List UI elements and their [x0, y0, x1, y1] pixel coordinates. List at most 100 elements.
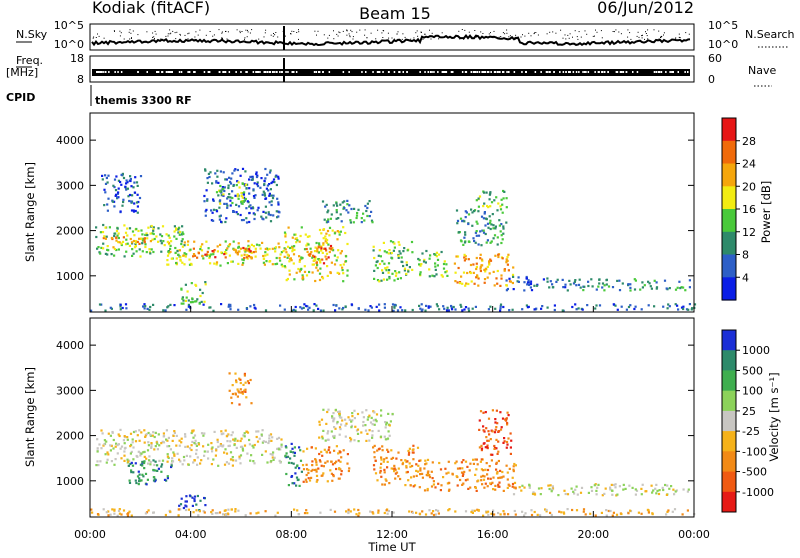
data-cell — [342, 272, 345, 275]
data-cell — [475, 199, 478, 202]
data-cell — [356, 412, 360, 416]
data-cell — [416, 470, 420, 473]
data-cell — [273, 181, 276, 184]
data-cell — [424, 309, 427, 312]
data-cell — [118, 508, 121, 511]
data-cell — [308, 479, 312, 482]
data-cell — [107, 510, 110, 513]
data-cell — [551, 485, 554, 488]
data-cell — [210, 442, 213, 445]
data-cell — [128, 227, 132, 230]
data-cell — [202, 434, 205, 437]
data-cell — [603, 289, 606, 292]
data-cell — [239, 378, 242, 381]
data-cell — [459, 303, 462, 306]
noise-point — [227, 31, 229, 33]
data-cell — [294, 305, 297, 309]
data-cell — [243, 444, 247, 447]
data-cell — [403, 267, 407, 270]
data-cell — [509, 432, 512, 435]
data-cell — [485, 427, 488, 430]
data-cell — [154, 460, 157, 463]
data-cell — [644, 490, 647, 493]
data-cell — [494, 428, 497, 431]
data-cell — [230, 177, 233, 180]
freq-gap — [168, 71, 170, 73]
data-cell — [106, 203, 109, 206]
data-cell — [431, 461, 434, 464]
data-cell — [216, 512, 219, 515]
data-cell — [134, 440, 138, 443]
noise-point — [520, 36, 522, 38]
data-cell — [411, 511, 414, 514]
data-cell — [180, 242, 183, 246]
data-cell — [250, 402, 253, 405]
data-cell — [301, 277, 304, 280]
data-cell — [100, 246, 103, 249]
data-cell — [126, 438, 129, 441]
data-cell — [445, 270, 448, 273]
data-cell — [523, 281, 526, 284]
data-cell — [111, 508, 114, 511]
data-cell — [634, 493, 637, 496]
data-cell — [244, 390, 247, 393]
data-cell — [384, 421, 387, 424]
data-cell — [641, 483, 644, 486]
data-cell — [475, 230, 478, 233]
freq-gap — [348, 71, 350, 73]
data-cell — [480, 449, 483, 452]
data-cell — [405, 261, 408, 264]
data-cell — [200, 459, 203, 462]
data-cell — [405, 263, 408, 267]
data-cell — [167, 252, 171, 255]
noise-left-label: N.Sky — [16, 28, 48, 41]
data-cell — [404, 484, 407, 487]
data-cell — [124, 303, 128, 306]
noise-point — [514, 37, 516, 39]
data-cell — [668, 287, 671, 290]
data-cell — [185, 454, 188, 457]
data-cell — [524, 512, 527, 515]
data-cell — [128, 481, 132, 484]
data-cell — [328, 226, 332, 229]
noise-point — [246, 36, 248, 38]
data-cell — [336, 422, 339, 425]
data-cell — [505, 446, 508, 449]
data-cell — [513, 462, 516, 466]
data-cell — [234, 437, 237, 440]
data-cell — [262, 257, 266, 260]
data-cell — [319, 309, 322, 312]
freq-gap — [282, 71, 284, 73]
data-cell — [475, 234, 478, 237]
noise-point — [562, 37, 564, 39]
noise-point — [569, 33, 571, 35]
data-cell — [119, 210, 122, 213]
data-cell — [493, 284, 496, 287]
data-cell — [545, 508, 548, 512]
data-cell — [539, 514, 542, 517]
data-cell — [120, 243, 123, 247]
noise-point — [213, 34, 215, 36]
data-cell — [203, 496, 206, 500]
data-cell — [379, 471, 382, 474]
data-cell — [325, 450, 328, 453]
data-cell — [255, 512, 258, 515]
data-cell — [104, 174, 107, 177]
data-cell — [135, 454, 138, 458]
data-cell — [132, 186, 135, 189]
data-cell — [597, 483, 600, 486]
data-cell — [298, 467, 301, 470]
data-cell — [616, 493, 619, 496]
data-cell — [313, 259, 316, 262]
data-cell — [435, 303, 438, 306]
data-cell — [406, 470, 409, 474]
data-cell — [177, 228, 180, 231]
data-cell — [369, 421, 373, 424]
data-cell — [477, 284, 480, 287]
data-cell — [469, 263, 473, 267]
data-cell — [122, 439, 125, 442]
data-cell — [342, 226, 345, 229]
data-cell — [346, 453, 349, 456]
data-cell — [156, 442, 159, 445]
data-cell — [407, 449, 410, 453]
